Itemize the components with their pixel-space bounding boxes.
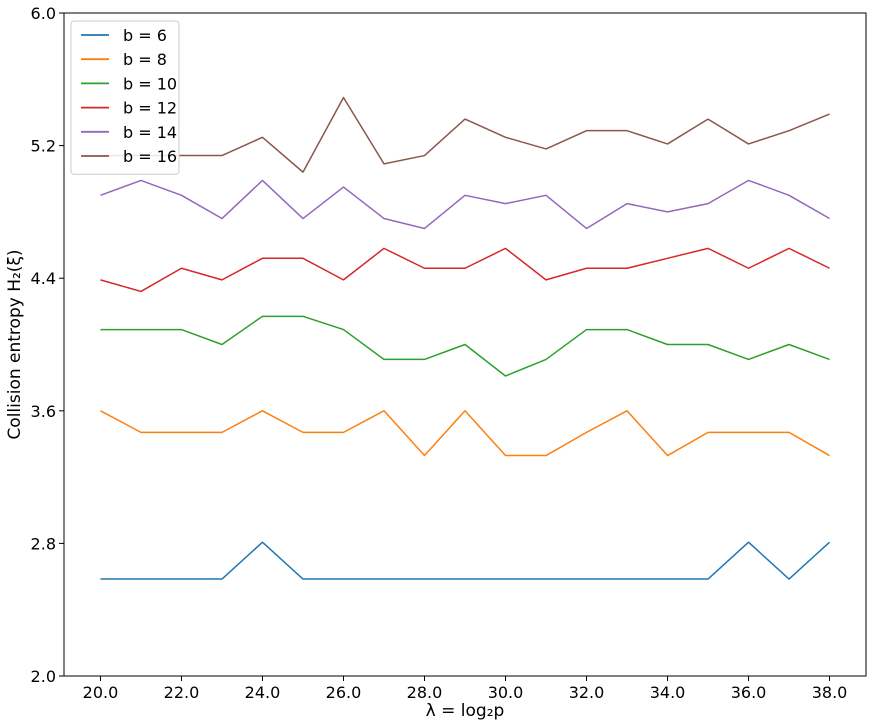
- x-axis-label: λ = log₂p: [426, 701, 505, 721]
- x-tick-label: 30.0: [488, 683, 524, 702]
- y-axis-label: Collision entropy H₂(ξ): [5, 249, 25, 439]
- legend-label: b = 8: [123, 50, 167, 69]
- x-axis-ticks: 20.0 22.0 24.0 26.0 28.0 30.0 32.0 34.0 36.0 38.0: [83, 676, 848, 702]
- series-lines: [100, 96, 831, 580]
- series-line-b8: [100, 410, 830, 457]
- x-tick-label: 22.0: [164, 683, 200, 702]
- x-tick-label: 28.0: [407, 683, 443, 702]
- series-line-b12: [100, 247, 830, 293]
- legend-label: b = 10: [123, 74, 177, 93]
- x-tick-label: 26.0: [326, 683, 362, 702]
- x-tick-label: 34.0: [650, 683, 686, 702]
- y-tick-label: 2.0: [31, 667, 56, 686]
- y-tick-label: 4.4: [31, 269, 56, 288]
- y-tick-label: 6.0: [31, 4, 56, 23]
- y-tick-label: 3.6: [31, 402, 56, 421]
- legend-label: b = 6: [123, 26, 167, 45]
- y-tick-label: 2.8: [31, 534, 56, 553]
- x-tick-label: 32.0: [569, 683, 605, 702]
- legend: b = 6 b = 8 b = 10 b = 12 b = 14 b = 16: [70, 20, 180, 175]
- series-line-b14: [100, 179, 830, 230]
- y-axis-ticks: 2.0 2.8 3.6 4.4 5.2 6.0: [31, 4, 64, 686]
- series-line-b16: [100, 96, 830, 173]
- series-line-b6: [100, 541, 831, 580]
- legend-label: b = 12: [123, 99, 177, 118]
- x-tick-label: 20.0: [83, 683, 119, 702]
- y-tick-label: 5.2: [31, 137, 56, 156]
- legend-label: b = 16: [123, 147, 177, 166]
- x-tick-label: 38.0: [812, 683, 848, 702]
- x-tick-label: 36.0: [731, 683, 767, 702]
- legend-label: b = 14: [123, 123, 177, 142]
- series-line-b10: [100, 315, 830, 377]
- plot-frame: [63, 12, 867, 677]
- x-tick-label: 24.0: [245, 683, 281, 702]
